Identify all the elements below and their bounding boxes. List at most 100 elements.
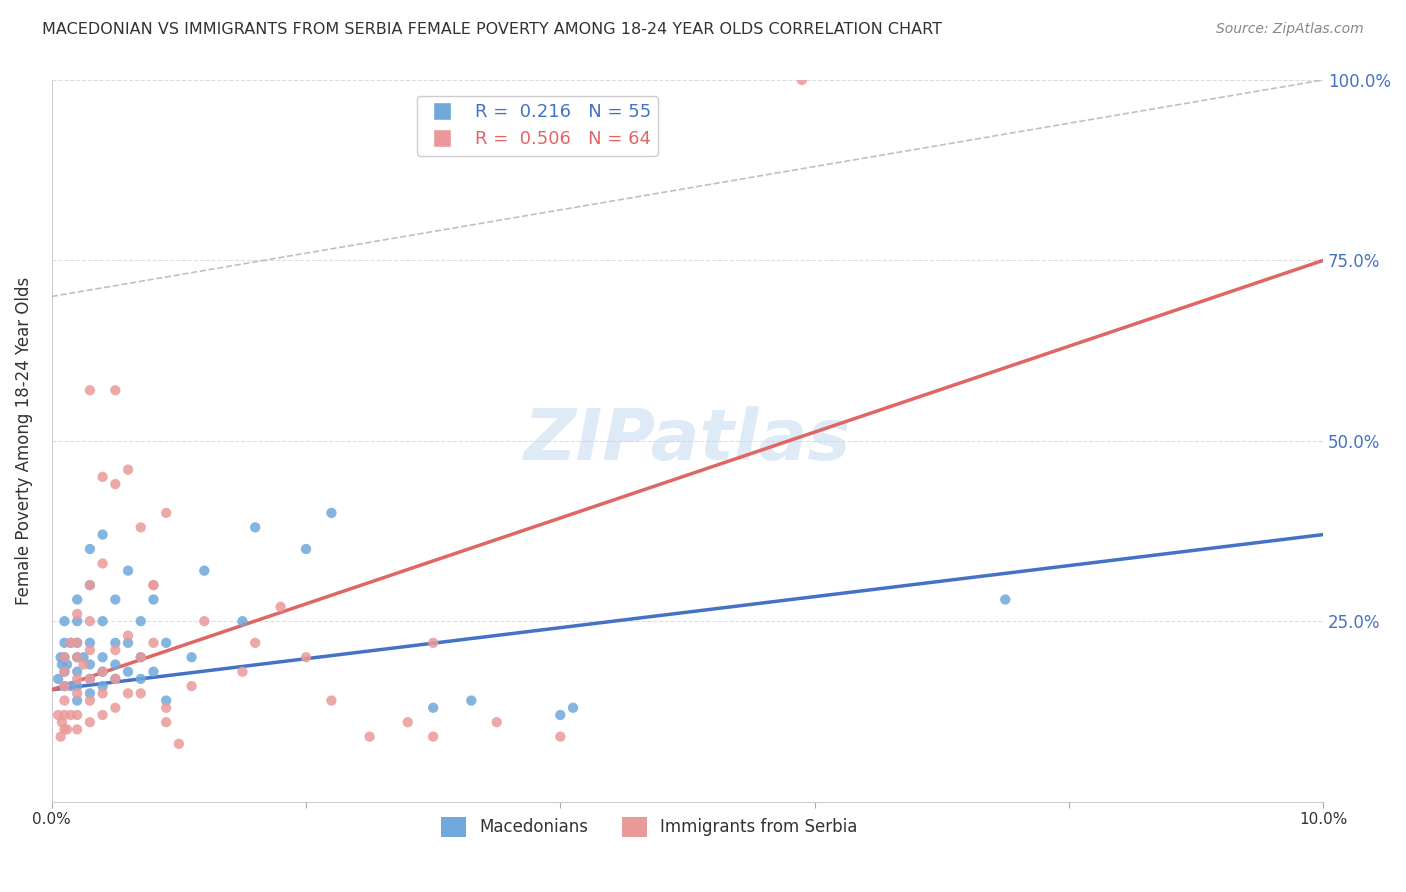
Point (129, 650, 152, 665)
Text: MACEDONIAN VS IMMIGRANTS FROM SERBIA FEMALE POVERTY AMONG 18-24 YEAR OLDS CORREL: MACEDONIAN VS IMMIGRANTS FROM SERBIA FEM… (42, 22, 942, 37)
Point (994, 592, 1017, 607)
Point (104, 657, 127, 672)
Point (117, 629, 139, 643)
Text: ZIPatlas: ZIPatlas (524, 406, 851, 475)
Point (91, 470, 114, 484)
Point (66, 592, 89, 607)
Point (117, 686, 139, 700)
Point (460, 693, 482, 707)
Point (155, 693, 177, 707)
Point (46, 672, 69, 686)
Point (231, 665, 253, 679)
Point (51, 657, 73, 672)
Point (66, 723, 89, 737)
Point (104, 477, 127, 491)
Point (91, 557, 114, 571)
Point (91, 665, 114, 679)
Point (117, 564, 139, 578)
Point (91, 679, 114, 693)
Point (422, 700, 444, 714)
Point (66, 672, 89, 686)
Point (104, 700, 127, 714)
Point (321, 506, 343, 520)
Point (142, 578, 165, 592)
Point (53, 614, 76, 628)
Point (295, 541, 318, 556)
Point (56, 657, 79, 672)
Point (72, 650, 94, 665)
Point (79, 672, 101, 686)
Point (79, 686, 101, 700)
Point (193, 614, 215, 628)
Point (59, 636, 82, 650)
Point (155, 636, 177, 650)
Point (53, 636, 76, 650)
Point (790, 73, 813, 87)
Point (66, 693, 89, 707)
Point (53, 665, 76, 679)
Point (53, 679, 76, 693)
Point (79, 643, 101, 657)
Point (104, 672, 127, 686)
Point (79, 693, 101, 707)
Point (79, 657, 101, 672)
Point (129, 686, 152, 700)
Point (46, 708, 69, 723)
Point (66, 708, 89, 723)
Point (53, 679, 76, 693)
Point (129, 672, 152, 686)
Point (79, 672, 101, 686)
Point (51, 715, 73, 730)
Point (91, 650, 114, 665)
Point (79, 578, 101, 592)
Point (66, 636, 89, 650)
Point (91, 686, 114, 700)
Point (79, 715, 101, 730)
Point (49, 730, 72, 744)
Point (142, 592, 165, 607)
Point (79, 384, 101, 398)
Point (422, 636, 444, 650)
Point (59, 679, 82, 693)
Point (53, 650, 76, 665)
Point (142, 636, 165, 650)
Point (167, 737, 190, 751)
Point (270, 599, 292, 614)
Point (321, 693, 343, 707)
Point (155, 715, 177, 730)
Point (53, 723, 76, 737)
Point (91, 665, 114, 679)
Point (231, 614, 253, 628)
Point (422, 730, 444, 744)
Y-axis label: Female Poverty Among 18-24 Year Olds: Female Poverty Among 18-24 Year Olds (15, 277, 32, 605)
Point (79, 541, 101, 556)
Point (66, 686, 89, 700)
Point (53, 650, 76, 665)
Point (72, 657, 94, 672)
Point (53, 665, 76, 679)
Point (117, 463, 139, 477)
Point (117, 636, 139, 650)
Point (66, 650, 89, 665)
Point (66, 607, 89, 621)
Point (193, 564, 215, 578)
Point (129, 650, 152, 665)
Point (180, 679, 202, 693)
Point (59, 636, 82, 650)
Point (66, 650, 89, 665)
Point (142, 578, 165, 592)
Point (66, 614, 89, 628)
Point (295, 650, 318, 665)
Point (550, 730, 572, 744)
Point (155, 700, 177, 714)
Point (142, 665, 165, 679)
Point (91, 708, 114, 723)
Point (79, 636, 101, 650)
Point (117, 665, 139, 679)
Point (53, 693, 76, 707)
Point (243, 636, 266, 650)
Point (49, 650, 72, 665)
Point (155, 506, 177, 520)
Point (485, 715, 508, 730)
Point (129, 520, 152, 534)
